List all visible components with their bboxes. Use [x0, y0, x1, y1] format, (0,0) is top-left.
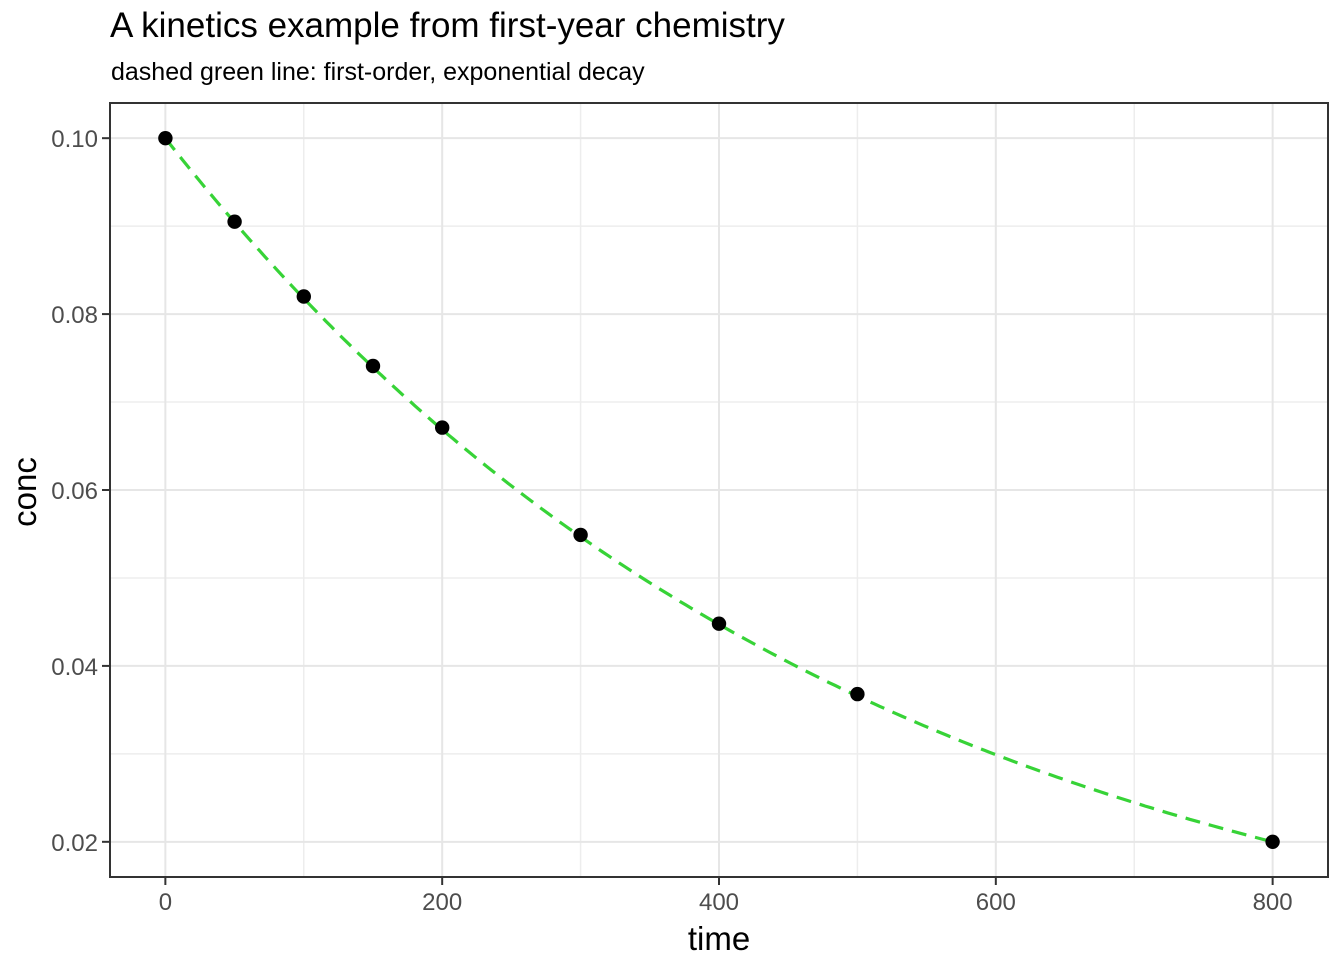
x-tick-label: 200: [422, 889, 462, 916]
y-tick-label: 0.08: [51, 302, 98, 329]
x-tick-label: 800: [1253, 889, 1293, 916]
y-tick-label: 0.06: [51, 478, 98, 505]
x-tick-label: 600: [976, 889, 1016, 916]
data-point: [227, 214, 242, 229]
data-point: [435, 420, 450, 435]
data-point: [850, 686, 865, 702]
x-tick-label: 400: [699, 889, 739, 916]
data-point: [711, 616, 727, 631]
data-point: [573, 527, 588, 543]
axis-ticks: [102, 137, 1274, 885]
chart-subtitle: dashed green line: first-order, exponent…: [111, 58, 645, 86]
y-tick-label: 0.04: [51, 654, 98, 681]
data-point: [1265, 834, 1280, 849]
y-tick-label: 0.02: [51, 830, 98, 857]
fit-line-dashed-green: [164, 137, 1273, 844]
data-points: [158, 131, 1280, 849]
axis-tick-labels: 0 200 400 600 800 0.02 0.04 0.06 0.08 0.10: [51, 126, 1292, 916]
data-point: [365, 358, 381, 374]
chart-title: A kinetics example from first-year chemi…: [110, 6, 785, 45]
data-point: [296, 289, 311, 304]
grid-major: [110, 103, 1328, 877]
y-axis-title: conc: [6, 457, 43, 527]
y-tick-label: 0.10: [51, 126, 98, 153]
x-axis-title: time: [687, 920, 751, 957]
x-tick-label: 0: [159, 889, 172, 916]
data-point: [158, 131, 173, 146]
